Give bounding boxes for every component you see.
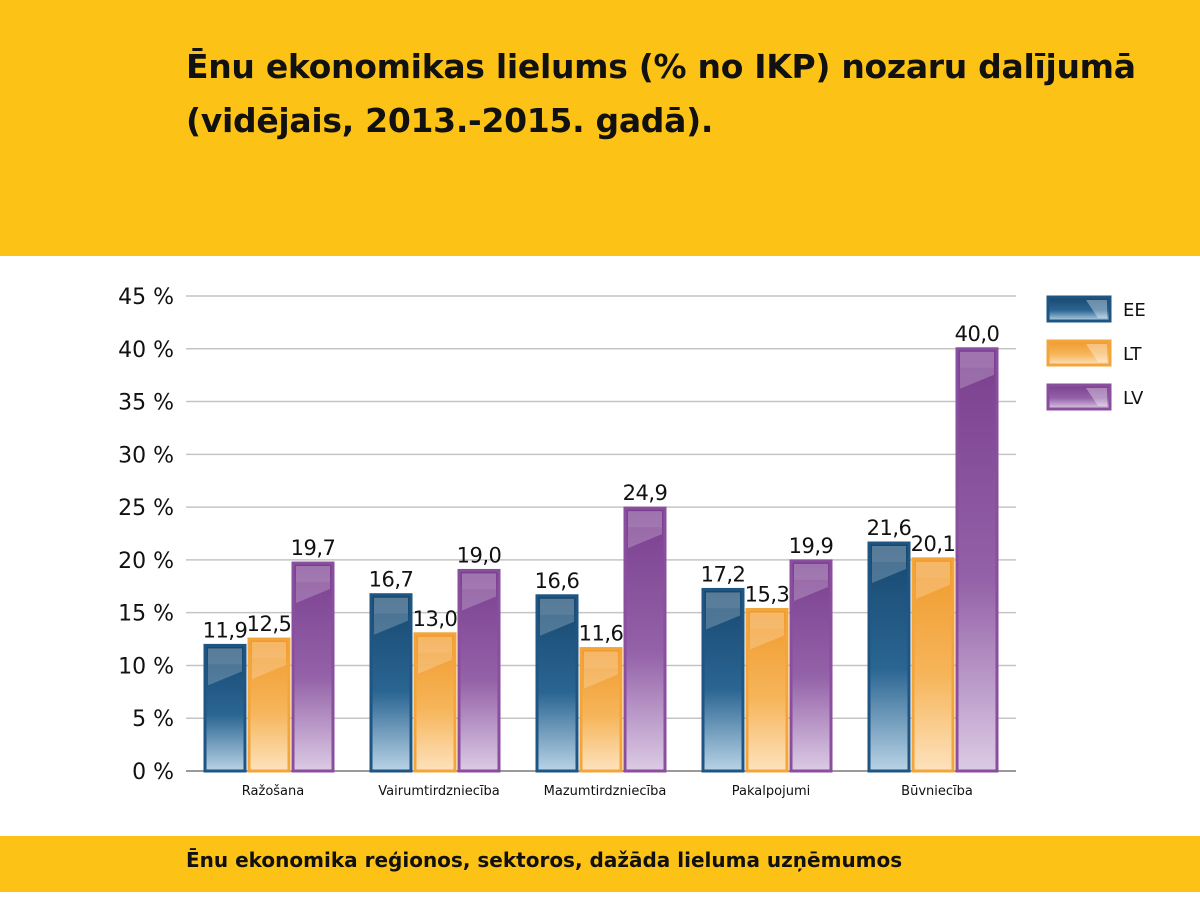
bar-ee xyxy=(369,593,413,773)
bar-sheen xyxy=(706,608,740,630)
y-tick-label: 25 % xyxy=(118,496,174,521)
bar-ee xyxy=(535,594,579,773)
bar-sheen xyxy=(628,527,662,549)
bar-lt xyxy=(911,557,955,773)
data-label: 12,5 xyxy=(247,612,292,636)
y-tick-label: 20 % xyxy=(118,549,174,574)
header-band xyxy=(0,0,1200,256)
data-label: 11,6 xyxy=(579,622,624,646)
bar-sheen xyxy=(750,628,784,650)
bar-ee xyxy=(203,643,247,773)
y-tick-label: 10 % xyxy=(118,654,174,679)
data-label: 13,0 xyxy=(413,607,458,631)
legend-sheen xyxy=(1086,388,1107,406)
bar-highlight xyxy=(418,636,452,653)
x-tick-label: Mazumtirdzniecība xyxy=(544,784,667,799)
data-label: 16,7 xyxy=(369,568,414,592)
y-tick-label: 40 % xyxy=(118,338,174,363)
bar-lv xyxy=(623,506,667,773)
legend-label: EE xyxy=(1123,300,1146,321)
data-label: 24,9 xyxy=(623,481,668,505)
data-label: 15,3 xyxy=(745,583,790,607)
bar-ee xyxy=(867,541,911,773)
bar-highlight xyxy=(916,561,950,578)
legend-sheen xyxy=(1086,344,1107,362)
x-tick-label: Vairumtirdzniecība xyxy=(378,784,499,799)
data-label: 17,2 xyxy=(701,562,746,586)
data-label: 19,9 xyxy=(789,534,834,558)
bar-highlight xyxy=(208,648,242,665)
data-label: 21,6 xyxy=(867,516,912,540)
bar-sheen xyxy=(584,667,618,689)
bar-sheen xyxy=(462,589,496,611)
bar-lv xyxy=(291,561,335,773)
bar-chart: 0 % 5 % 10 % 15 % 20 % 25 % 30 % 35 % 40 % 45 % 1… xyxy=(118,285,1146,799)
y-tick-label: 0 % xyxy=(132,760,174,785)
x-tick-label: Ražošana xyxy=(242,784,304,799)
bar-ee xyxy=(701,587,745,773)
data-label: 19,0 xyxy=(457,543,502,567)
bar-lv xyxy=(457,568,501,773)
data-label: 40,0 xyxy=(955,322,1000,346)
bar-sheen xyxy=(208,664,242,686)
legend-swatch-lv xyxy=(1046,383,1112,411)
bar-sheen xyxy=(374,613,408,635)
bar-highlight xyxy=(872,546,906,562)
y-tick-label: 30 % xyxy=(118,443,174,468)
bar-highlight xyxy=(462,573,496,590)
bar-sheen xyxy=(296,582,330,604)
x-axis-labels: Ražošana Vairumtirdzniecība Mazumtirdzniec… xyxy=(242,784,973,799)
bar-highlight xyxy=(750,612,784,629)
y-tick-label: 35 % xyxy=(118,391,174,416)
x-tick-label: Pakalpojumi xyxy=(732,784,810,799)
legend-sheen xyxy=(1086,300,1107,318)
bar-highlight xyxy=(296,566,330,583)
footer-text: Ēnu ekonomika reģionos, sektoros, dažāda… xyxy=(186,848,903,872)
bar-highlight xyxy=(374,597,408,614)
legend-label: LV xyxy=(1123,388,1144,409)
x-tick-label: Būvniecība xyxy=(901,784,973,799)
bar-sheen xyxy=(916,577,950,599)
bar-highlight xyxy=(960,351,994,368)
y-axis-ticks: 0 % 5 % 10 % 15 % 20 % 25 % 30 % 35 % 40 % 45 % xyxy=(118,285,174,785)
data-label: 16,6 xyxy=(535,569,580,593)
bar-highlight xyxy=(584,651,618,668)
bar-sheen xyxy=(872,562,906,583)
bar-lv xyxy=(955,347,999,773)
bar-lt xyxy=(579,647,623,773)
bar-lt xyxy=(247,637,291,773)
bar-lt xyxy=(413,632,457,773)
bars xyxy=(203,347,999,773)
bar-highlight xyxy=(794,563,828,580)
legend: EE LT LV xyxy=(1046,295,1146,411)
legend-swatch-lt xyxy=(1046,339,1112,367)
bar-sheen xyxy=(418,652,452,674)
bar-sheen xyxy=(252,658,286,680)
y-tick-label: 5 % xyxy=(132,707,174,732)
data-label: 19,7 xyxy=(291,536,336,560)
legend-label: LT xyxy=(1123,344,1143,365)
bar-lt xyxy=(745,608,789,773)
bar-highlight xyxy=(628,511,662,528)
bar-lv xyxy=(789,559,833,773)
data-label: 11,9 xyxy=(203,618,248,642)
bar-highlight xyxy=(540,598,574,615)
bar-sheen xyxy=(794,579,828,601)
y-tick-label: 45 % xyxy=(118,285,174,310)
data-label: 20,1 xyxy=(911,532,956,556)
bar-sheen xyxy=(540,614,574,636)
legend-swatch-ee xyxy=(1046,295,1112,323)
bar-highlight xyxy=(706,592,740,609)
bar-sheen xyxy=(960,367,994,389)
chart-title: Ēnu ekonomikas lielums (% no IKP) nozaru… xyxy=(186,47,1136,140)
data-labels: 11,9 12,5 19,7 16,7 13,0 19,0 16,6 11,6 24,9 17,2… xyxy=(203,322,1000,646)
y-tick-label: 15 % xyxy=(118,602,174,627)
bar-highlight xyxy=(252,642,286,659)
footer-band xyxy=(0,836,1200,892)
